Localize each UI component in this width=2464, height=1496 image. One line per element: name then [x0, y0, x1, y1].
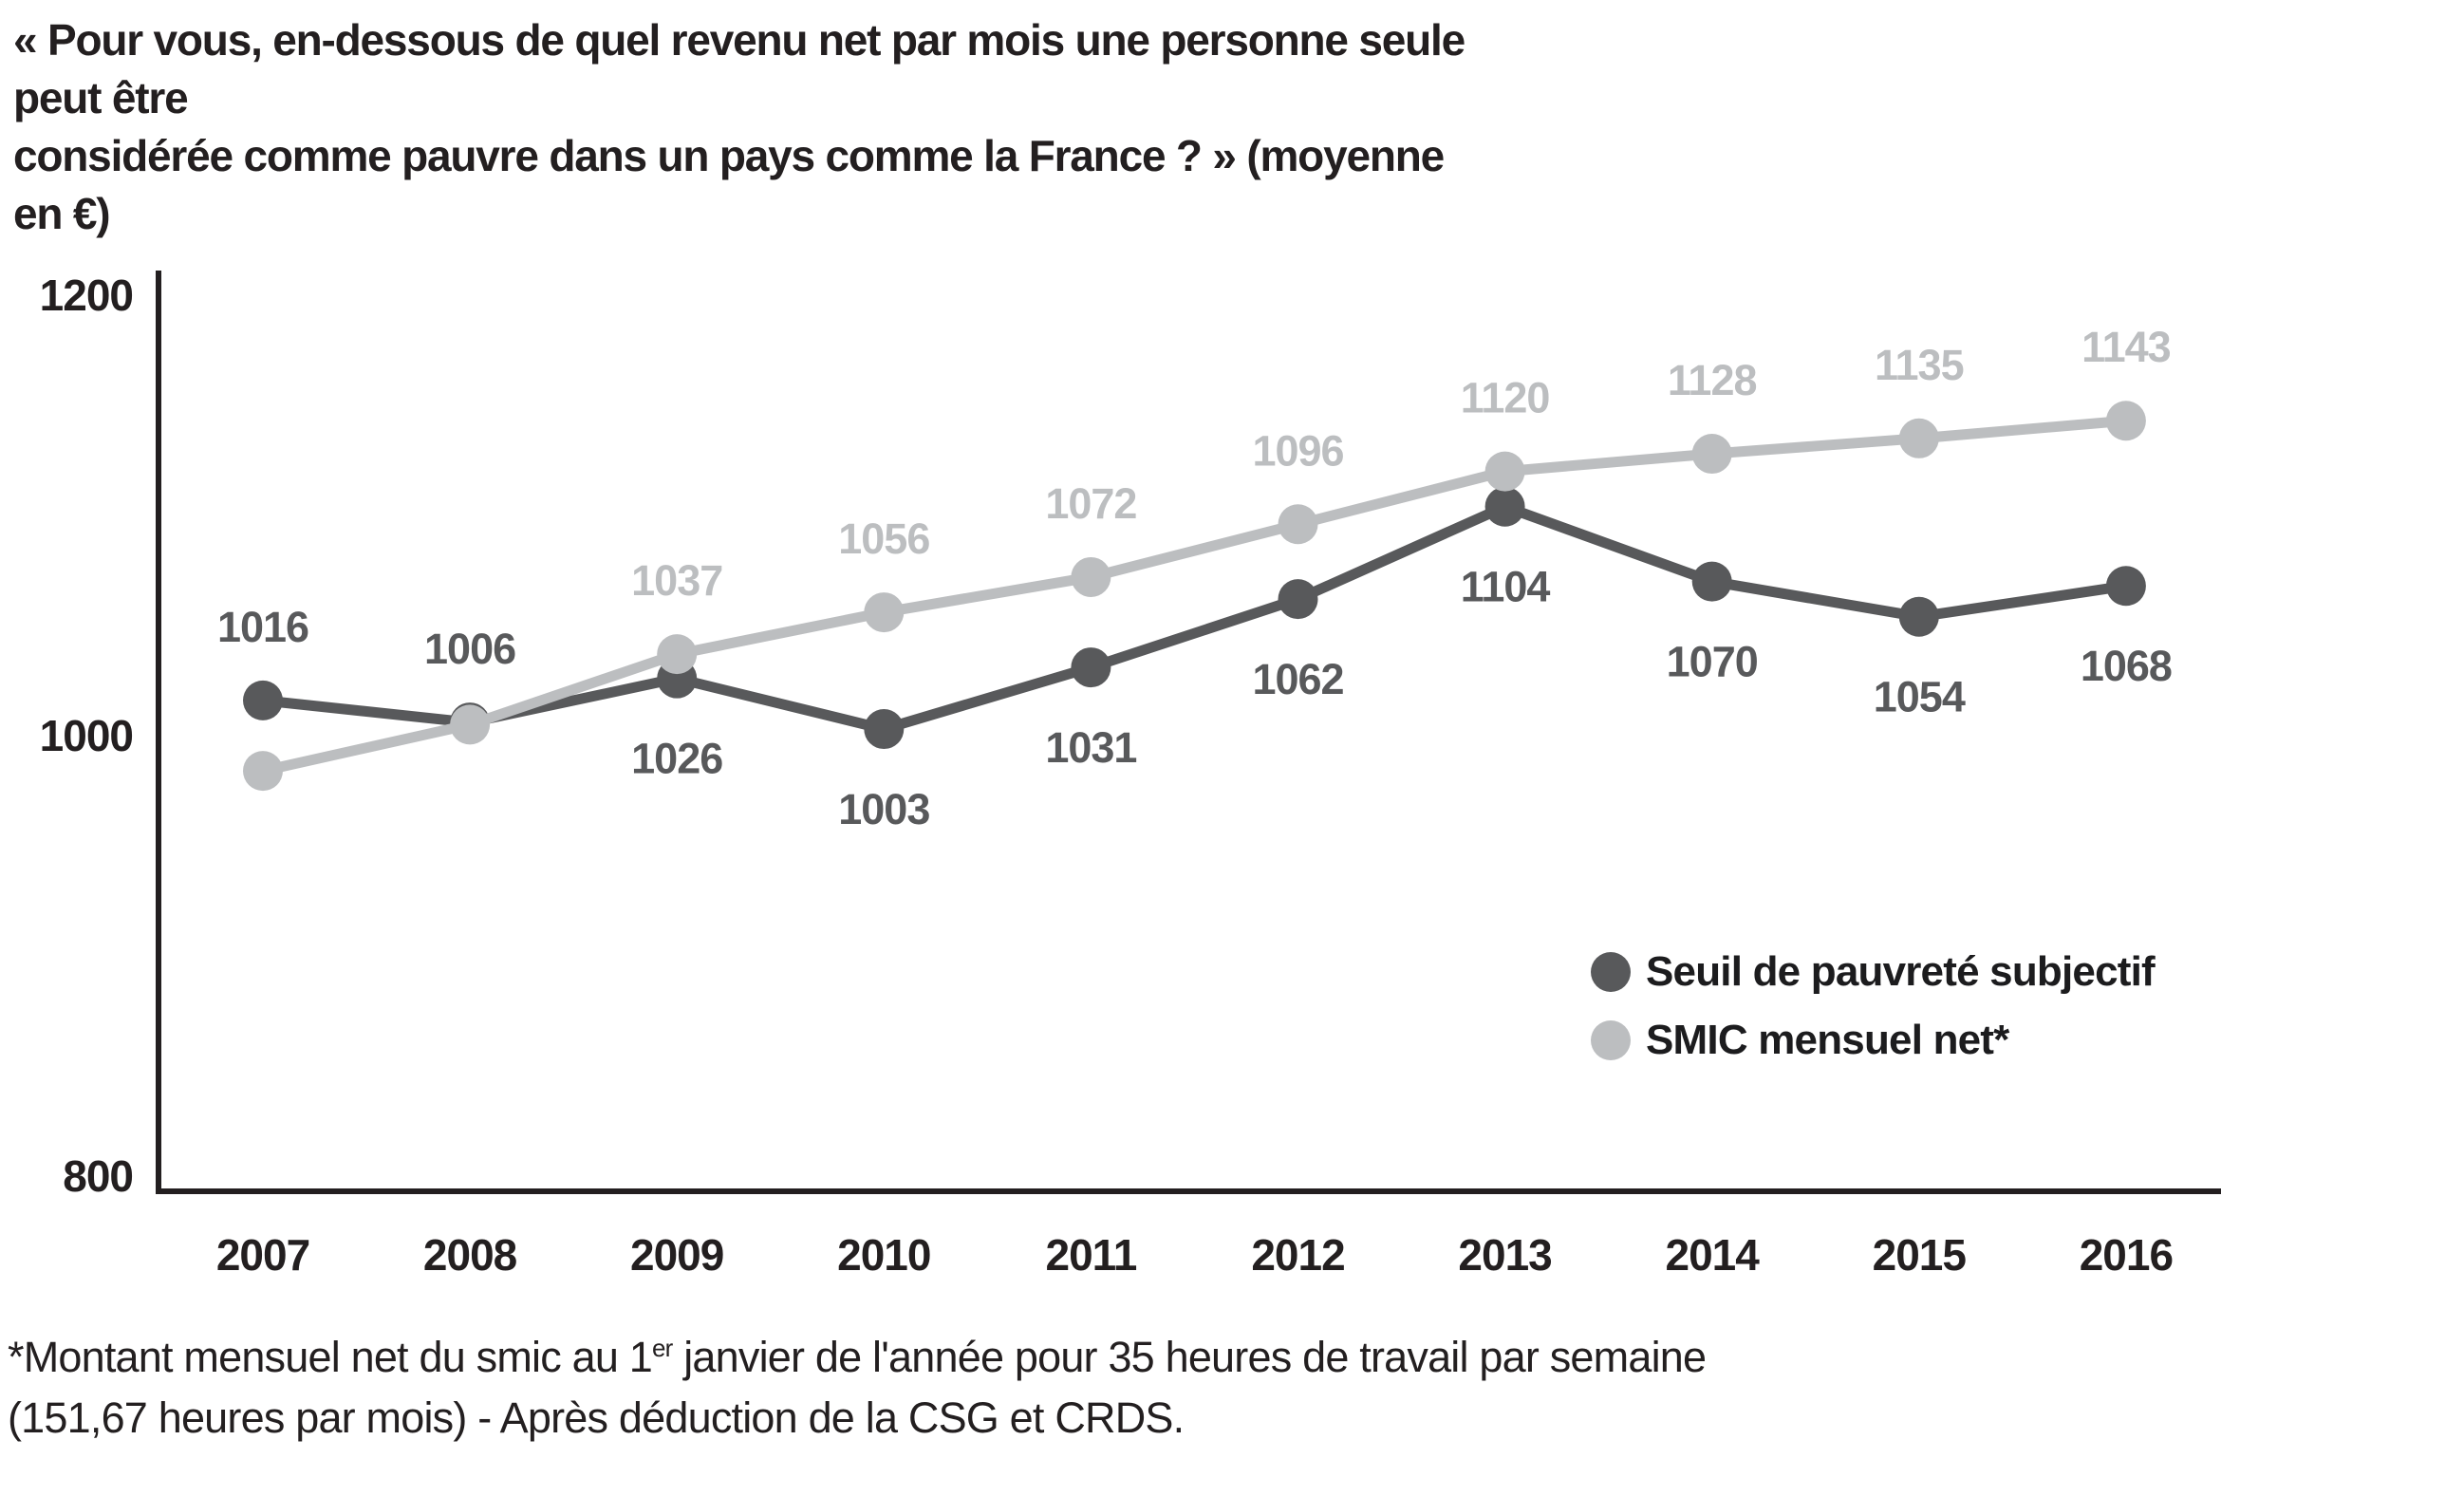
legend-dot-light-icon	[1591, 1020, 1631, 1060]
data-label-0: 1031	[1045, 723, 1136, 772]
data-label-0: 1054	[1874, 673, 1966, 721]
series-point-1	[1484, 451, 1525, 492]
data-label-1: 1143	[2081, 323, 2171, 371]
x-tick-label: 2010	[837, 1230, 930, 1280]
data-label-0: 1006	[424, 625, 515, 673]
series-point-1	[1278, 504, 1318, 545]
series-line-1	[257, 415, 2132, 776]
x-tick-label: 2011	[1046, 1230, 1137, 1280]
series-point-1	[1691, 434, 1732, 475]
x-tick-label: 2015	[1873, 1230, 1967, 1280]
legend-label-seuil: Seuil de pauvreté subjectif	[1646, 948, 2156, 995]
series-point-0	[1484, 486, 1525, 527]
y-axis-line	[156, 271, 161, 1194]
chart-title: « Pour vous, en-dessous de quel revenu n…	[13, 11, 1494, 243]
data-label-1: 1135	[1875, 341, 1964, 389]
series-line-0	[257, 501, 2132, 735]
data-label-1: 1072	[1045, 479, 1136, 528]
x-axis-line	[156, 1188, 2221, 1194]
chart-title-line1: « Pour vous, en-dessous de quel revenu n…	[13, 15, 1465, 122]
series-point-1	[2105, 401, 2146, 441]
y-tick-label: 1000	[40, 711, 133, 760]
data-label-0: 1026	[631, 735, 722, 783]
x-tick-label: 2007	[216, 1230, 309, 1280]
series-point-1	[657, 634, 698, 675]
line-chart: 800 1000 1200 2007 2008 2009 2010 2011 2012 2013 2…	[40, 271, 2221, 1280]
series-point-0	[243, 680, 283, 720]
data-label-1: 1096	[1252, 426, 1343, 475]
footnote-superscript: er	[652, 1334, 673, 1362]
series-point-0	[1278, 579, 1318, 620]
footnote: *Montant mensuel net du smic au 1er janv…	[8, 1327, 2447, 1449]
data-label-1: 1037	[631, 556, 722, 605]
series-point-0	[1071, 647, 1111, 688]
series-point-0	[1691, 561, 1732, 602]
footnote-line2: (151,67 heures par mois) - Après déducti…	[8, 1393, 1185, 1442]
series-point-0	[1898, 596, 1939, 637]
data-label-0: 1068	[2081, 642, 2172, 690]
legend-label-smic: SMIC mensuel net*	[1646, 1017, 2009, 1063]
x-tick-label: 2009	[630, 1230, 723, 1280]
data-label-0: 1016	[217, 603, 308, 651]
footnote-line1-post: janvier de l'année pour 35 heures de tra…	[672, 1333, 1707, 1381]
x-tick-label: 2013	[1458, 1230, 1551, 1280]
legend-item-seuil: Seuil de pauvreté subjectif	[1591, 938, 2156, 1006]
series-point-1	[1071, 556, 1111, 597]
series-point-0	[864, 709, 905, 750]
data-label-1: 1120	[1461, 374, 1550, 422]
chart-title-line2: considérée comme pauvre dans un pays com…	[13, 131, 1445, 238]
data-label-0: 1003	[838, 785, 929, 833]
legend: Seuil de pauvreté subjectif SMIC mensuel…	[1591, 938, 2156, 1075]
y-tick-label: 1200	[40, 271, 133, 320]
series-point-0	[2105, 566, 2146, 607]
footnote-line1-pre: *Montant mensuel net du smic au 1	[8, 1333, 653, 1381]
series-point-1	[243, 751, 283, 792]
data-label-0: 1104	[1461, 563, 1551, 611]
data-label-0: 1062	[1252, 655, 1343, 703]
data-label-1: 1056	[838, 514, 929, 563]
x-tick-label: 2014	[1666, 1230, 1761, 1280]
x-tick-label: 2016	[2080, 1230, 2173, 1280]
data-label-0: 1070	[1667, 638, 1758, 686]
x-tick-label: 2012	[1251, 1230, 1344, 1280]
series-point-1	[864, 592, 905, 633]
y-tick-label: 800	[63, 1151, 133, 1201]
x-tick-label: 2008	[423, 1230, 517, 1280]
series-point-1	[1898, 418, 1939, 458]
data-label-1: 1128	[1668, 356, 1757, 404]
series-point-1	[450, 704, 491, 745]
legend-item-smic: SMIC mensuel net*	[1591, 1006, 2155, 1075]
legend-dot-dark-icon	[1591, 952, 1631, 992]
